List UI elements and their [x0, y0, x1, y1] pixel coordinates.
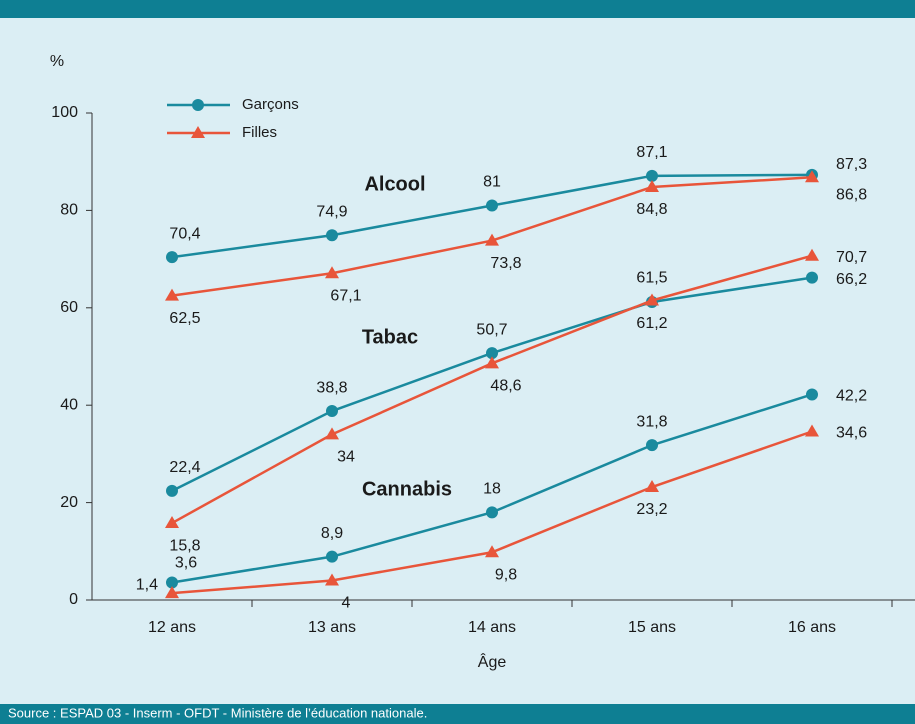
y-tick-label: 20: [60, 494, 78, 511]
data-label: 70,7: [836, 249, 867, 266]
data-label: 67,1: [330, 287, 361, 304]
data-label: 34: [337, 449, 355, 466]
header-bar: [0, 0, 915, 18]
data-label: 87,3: [836, 156, 867, 173]
data-point: [325, 427, 339, 440]
data-point: [486, 199, 498, 212]
data-label: 84,8: [636, 201, 667, 218]
data-point: [806, 271, 818, 284]
data-label: 42,2: [836, 388, 867, 405]
y-tick-label: 80: [60, 202, 78, 219]
data-label: 22,4: [169, 459, 200, 476]
data-label: 87,1: [636, 144, 667, 161]
data-point: [806, 388, 818, 401]
data-label: 74,9: [316, 203, 347, 220]
data-point: [646, 169, 658, 182]
group-label: Cannabis: [362, 478, 452, 500]
data-point: [166, 484, 178, 497]
source: Source : ESPAD 03 - Inserm - OFDT - Mini…: [8, 705, 427, 720]
data-label: 61,2: [636, 315, 667, 332]
data-label: 61,5: [636, 270, 667, 287]
data-label: 8,9: [321, 525, 343, 542]
group-label: Alcool: [364, 173, 425, 195]
y-tick-label: 60: [60, 299, 78, 316]
data-label: 38,8: [316, 379, 347, 396]
data-point: [486, 506, 498, 519]
data-point: [485, 545, 499, 558]
data-label: 70,4: [169, 225, 200, 242]
data-point: [485, 356, 499, 369]
data-label: 4: [342, 595, 351, 612]
y-tick-label: 40: [60, 396, 78, 413]
data-point: [805, 170, 819, 183]
y-axis-label: %: [50, 53, 64, 70]
y-tick-label: 0: [69, 591, 78, 608]
data-label: 31,8: [636, 413, 667, 430]
data-point: [325, 573, 339, 586]
data-label: 73,8: [490, 255, 521, 272]
data-label: 34,6: [836, 425, 867, 442]
data-point: [805, 424, 819, 437]
data-label: 3,6: [175, 555, 197, 572]
x-tick-label: 14 ans: [468, 619, 516, 636]
data-label: 1,4: [136, 576, 158, 593]
data-point: [166, 251, 178, 264]
x-tick-label: 16 ans: [788, 619, 836, 636]
x-axis-label: Âge: [478, 652, 507, 671]
data-point: [646, 439, 658, 452]
data-point: [486, 347, 498, 360]
data-point: [166, 576, 178, 589]
data-label: 48,6: [490, 378, 521, 395]
data-point: [485, 233, 499, 246]
x-tick-label: 12 ans: [148, 619, 196, 636]
data-point: [326, 229, 338, 242]
data-label: 66,2: [836, 271, 867, 288]
data-label: 9,8: [495, 566, 517, 583]
x-tick-label: 15 ans: [628, 619, 676, 636]
x-tick-label: 13 ans: [308, 619, 356, 636]
legend-marker: [191, 126, 205, 138]
data-label: 81: [483, 174, 501, 191]
data-label: 86,8: [836, 187, 867, 204]
data-point: [325, 266, 339, 279]
data-point: [165, 516, 179, 529]
data-point: [645, 293, 659, 306]
data-point: [645, 480, 659, 493]
data-label: 23,2: [636, 501, 667, 518]
legend-label: Garçons: [242, 96, 299, 113]
data-point: [645, 180, 659, 193]
legend-label: Filles: [242, 124, 277, 141]
footer-bar: [0, 704, 915, 724]
group-label: Tabac: [362, 326, 418, 348]
data-point: [805, 248, 819, 261]
data-label: 50,7: [476, 321, 507, 338]
data-point: [326, 405, 338, 418]
data-point: [326, 550, 338, 563]
data-point: [165, 586, 179, 599]
data-label: 15,8: [169, 537, 200, 554]
data-label: 18: [483, 481, 501, 498]
data-point: [165, 288, 179, 301]
legend-marker: [192, 99, 204, 111]
data-label: 62,5: [169, 310, 200, 327]
y-tick-label: 100: [51, 104, 78, 121]
